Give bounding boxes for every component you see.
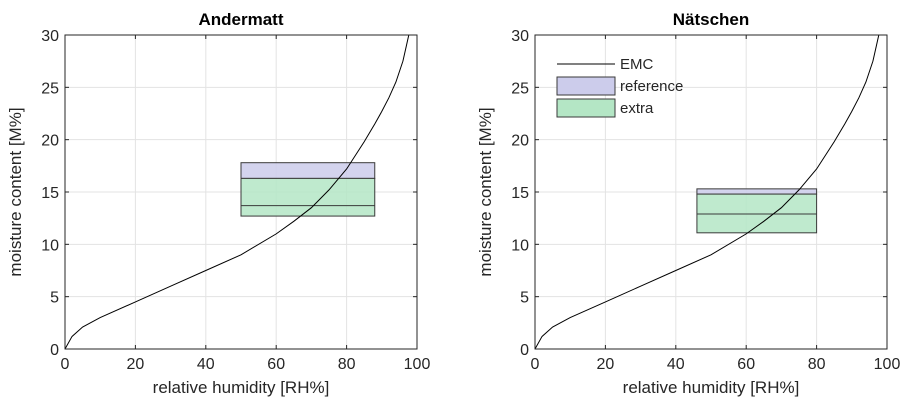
x-tick-label: 100	[874, 356, 901, 373]
x-tick-label: 20	[127, 356, 145, 373]
chart-title: Nätschen	[673, 10, 750, 29]
emc-line	[64, 34, 410, 350]
x-axis-label: relative humidity [RH%]	[623, 378, 800, 397]
y-tick-label: 25	[41, 80, 59, 97]
reference-band	[240, 162, 376, 179]
x-tick-label: 80	[338, 356, 356, 373]
x-tick-label: 0	[531, 356, 540, 373]
x-tick-label: 100	[404, 356, 431, 373]
legend-extra-swatch	[556, 98, 616, 118]
x-tick-label: 40	[667, 356, 685, 373]
y-tick-label: 0	[50, 342, 59, 359]
legend-emc-label: EMC	[620, 56, 654, 73]
y-tick-label: 25	[511, 80, 529, 97]
y-tick-label: 15	[511, 185, 529, 202]
x-tick-label: 60	[267, 356, 285, 373]
y-tick-label: 10	[511, 237, 529, 254]
extra-band	[696, 193, 818, 234]
y-axis-label: moisture content [M%]	[476, 107, 495, 276]
x-tick-label: 60	[737, 356, 755, 373]
y-tick-label: 0	[520, 342, 529, 359]
y-tick-label: 10	[41, 237, 59, 254]
chart-title: Andermatt	[198, 10, 283, 29]
y-axis-label: moisture content [M%]	[6, 107, 25, 276]
y-tick-label: 30	[511, 28, 529, 45]
y-tick-label: 5	[50, 290, 59, 307]
legend-reference-label: reference	[620, 78, 683, 95]
y-tick-label: 30	[41, 28, 59, 45]
y-tick-label: 15	[41, 185, 59, 202]
y-tick-label: 5	[520, 290, 529, 307]
x-tick-label: 0	[61, 356, 70, 373]
x-tick-label: 80	[808, 356, 826, 373]
x-tick-label: 20	[597, 356, 615, 373]
legend-extra-label: extra	[620, 100, 654, 117]
x-tick-label: 40	[197, 356, 215, 373]
x-axis-label: relative humidity [RH%]	[153, 378, 330, 397]
emc-line	[534, 34, 880, 350]
legend-reference-swatch	[556, 76, 616, 96]
y-tick-label: 20	[511, 133, 529, 150]
y-tick-label: 20	[41, 133, 59, 150]
